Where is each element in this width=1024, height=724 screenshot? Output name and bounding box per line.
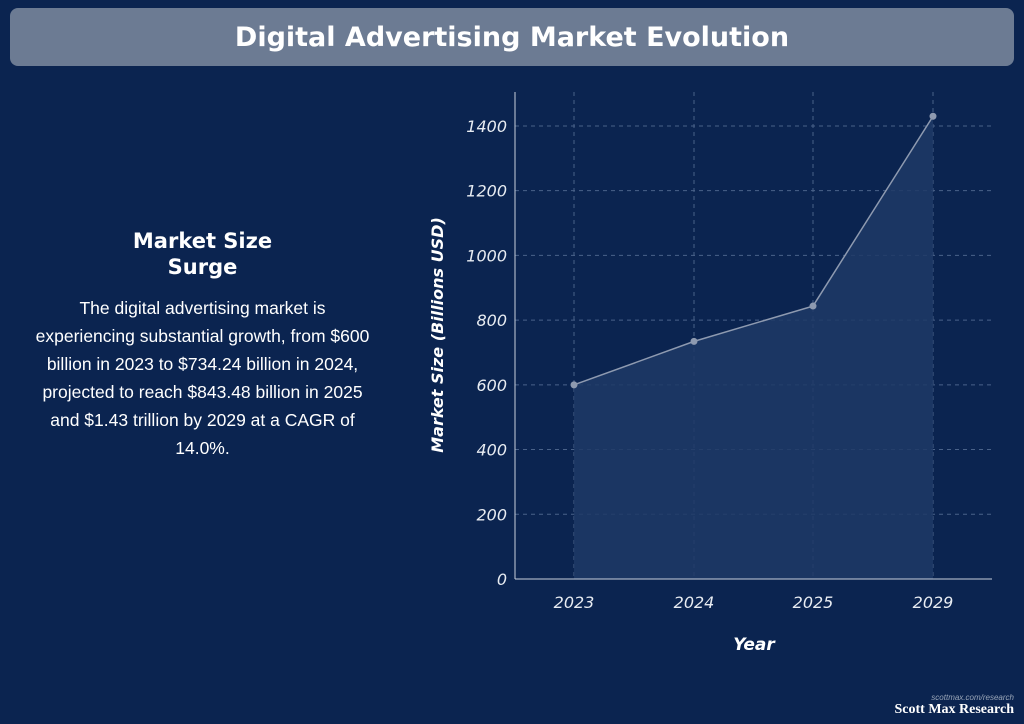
brand-name: Scott Max Research xyxy=(894,702,1015,717)
series-line xyxy=(573,115,934,386)
x-tick-label: 2025 xyxy=(793,593,834,612)
y-tick-label: 1400 xyxy=(466,117,507,136)
data-point xyxy=(690,337,698,345)
summary-text: The digital advertising market is experi… xyxy=(35,298,370,458)
title-bar: Digital Advertising Market Evolution xyxy=(10,8,1014,66)
y-tick-label: 1000 xyxy=(466,246,507,265)
y-tick-label: 200 xyxy=(476,505,507,524)
y-axis-title: Market Size (Billions USD) xyxy=(428,217,447,453)
y-tick-label: 800 xyxy=(476,311,507,330)
x-tick-label: 2023 xyxy=(554,593,595,612)
x-tick-label: 2024 xyxy=(674,593,715,612)
x-tick-label: 2029 xyxy=(913,593,954,612)
y-tick-label: 600 xyxy=(476,376,507,395)
brand-url: scottmax.com/research xyxy=(931,693,1014,702)
area-fill xyxy=(574,116,933,579)
x-axis-title: Year xyxy=(733,635,776,655)
y-tick-label: 0 xyxy=(497,570,507,589)
data-point xyxy=(570,381,578,389)
y-tick-label: 400 xyxy=(476,441,507,460)
data-point xyxy=(809,302,817,310)
data-point xyxy=(929,112,937,120)
brand-logo: scottmax.com/research Scott Max Research xyxy=(895,693,1015,718)
page-title: Digital Advertising Market Evolution xyxy=(234,21,790,53)
summary-heading: Market Size Surge xyxy=(132,229,273,279)
y-tick-label: 1200 xyxy=(466,182,507,201)
summary-panel: Market Size Surge The digital advertisin… xyxy=(30,228,375,462)
